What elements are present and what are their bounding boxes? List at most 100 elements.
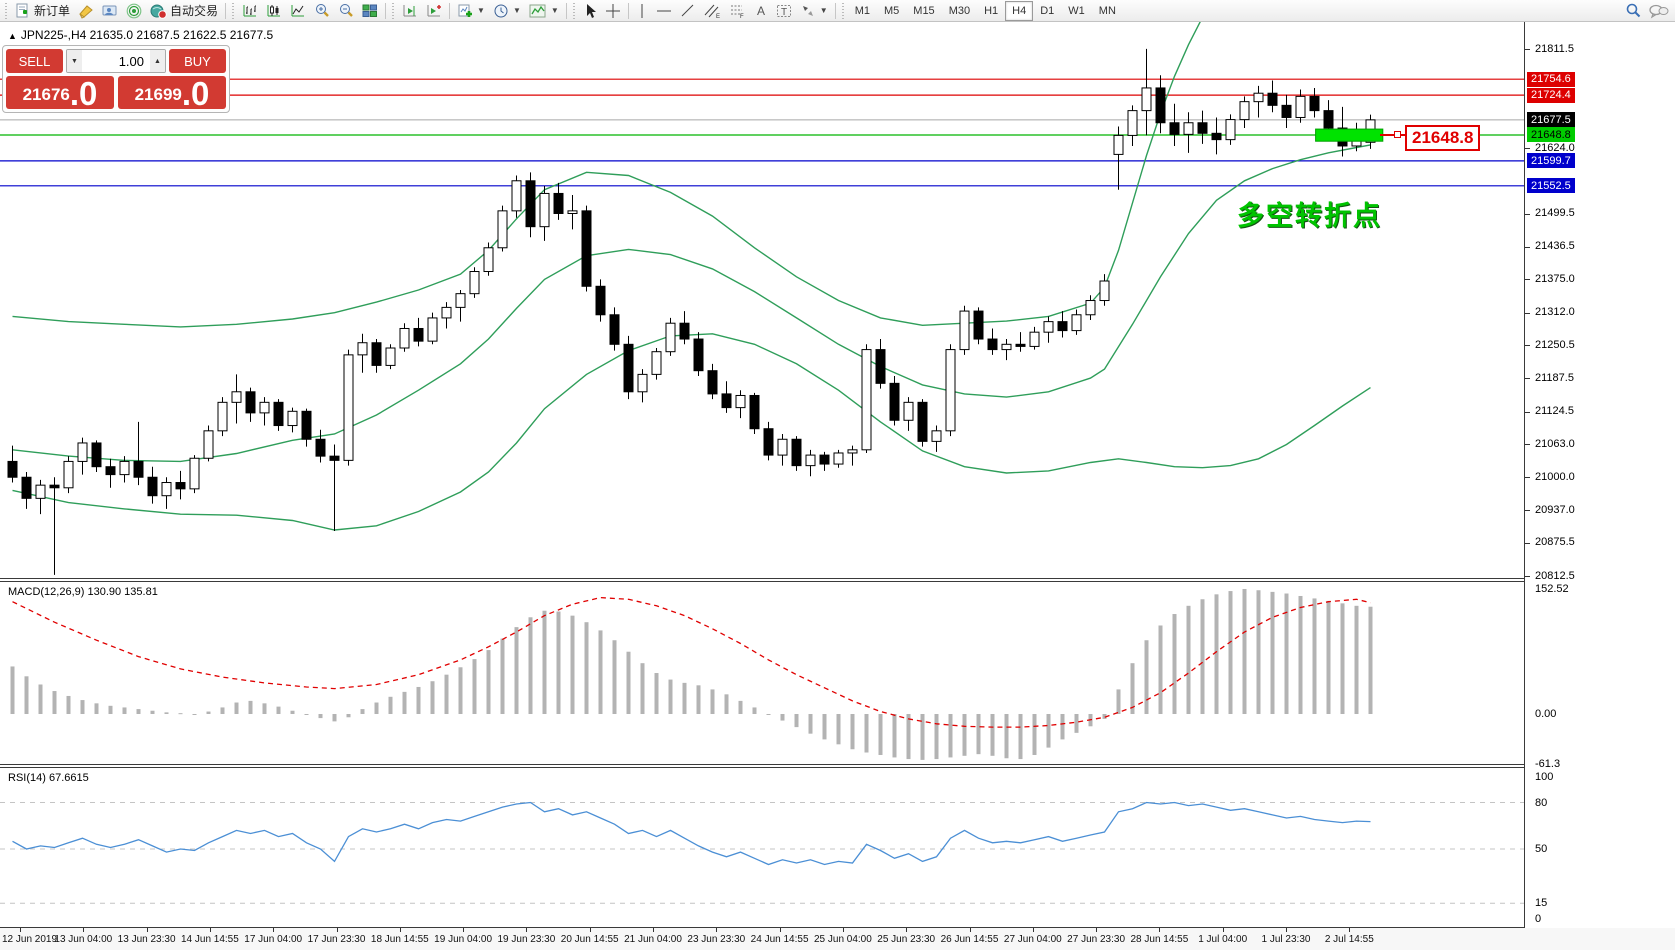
toolbar-grip[interactable] [231, 2, 237, 19]
chat-icon[interactable] [1649, 3, 1669, 19]
callout-anchor-square[interactable] [1394, 131, 1401, 138]
time-axis-label: 25 Jun 23:30 [877, 934, 936, 945]
timeframe-h1[interactable]: H1 [984, 4, 999, 17]
trendline-tool-button[interactable] [676, 1, 700, 21]
toolbar-grip[interactable] [4, 2, 9, 19]
new-order-icon [16, 3, 28, 17]
fibonacci-icon: F [730, 5, 744, 19]
time-axis-tick [463, 928, 465, 932]
signal-button[interactable] [122, 1, 146, 21]
sell-button[interactable]: SELL [6, 49, 63, 73]
toolbar-grip[interactable] [391, 2, 397, 19]
search-icon[interactable] [1625, 3, 1641, 19]
zoom-out-icon [340, 3, 353, 17]
bollinger-lower-line [12, 333, 1371, 531]
chart-shift-button[interactable] [398, 1, 422, 21]
toolbar-grip[interactable] [840, 2, 846, 19]
price-axis-tick-label: 21063.0 [1535, 437, 1575, 450]
sell-price[interactable]: 21676.0 [6, 76, 114, 109]
macd-chart[interactable] [0, 582, 1524, 764]
auto-scroll-button[interactable] [422, 1, 446, 21]
timeframe-d1[interactable]: D1 [1040, 4, 1055, 17]
vertical-line-tool-button[interactable] [632, 1, 652, 21]
arrows-tool-dropdown[interactable]: ▼ [796, 1, 832, 21]
macd-histogram [10, 588, 1373, 760]
time-axis-tick [716, 928, 718, 932]
panel-separator[interactable] [0, 578, 1675, 582]
price-level-badge[interactable]: 21677.5 [1527, 112, 1575, 128]
period-dropdown[interactable]: ▼ [489, 1, 525, 21]
timeframe-w1[interactable]: W1 [1068, 4, 1085, 17]
sell-price-int: 21676 [22, 85, 70, 104]
time-axis-tick [842, 928, 844, 932]
bar-chart-mode-button[interactable] [238, 1, 262, 21]
volume-value[interactable]: 1.00 [118, 53, 144, 69]
time-axis-label: 21 Jun 04:00 [624, 934, 682, 945]
crosshair-tool-button[interactable] [601, 1, 625, 21]
text-tool-button[interactable]: A [750, 1, 772, 21]
auto-trading-button[interactable]: 自动交易 [146, 1, 222, 21]
text-label-tool-button[interactable]: T [772, 1, 796, 21]
timeframe-m15[interactable]: M15 [913, 4, 935, 17]
rsi-chart[interactable] [0, 768, 1524, 927]
candlestick-mode-button[interactable] [262, 1, 286, 21]
macd-panel[interactable] [0, 582, 1524, 764]
candlestick-chart[interactable] [0, 22, 1524, 578]
timeframe-m5[interactable]: M5 [884, 4, 900, 17]
turning-point-annotation[interactable]: 多空转折点 [1237, 201, 1382, 231]
time-axis-label: 17 Jun 23:30 [307, 934, 366, 945]
chevron-down-icon: ▼ [819, 6, 828, 15]
vertical-line-icon [641, 3, 643, 18]
macd-axis-label: 152.52 [1535, 582, 1569, 595]
price-axis-tick-label: 21187.5 [1535, 371, 1574, 384]
timeframe-m30[interactable]: M30 [948, 4, 971, 17]
price-axis-tick-label: 21375.0 [1535, 272, 1575, 285]
line-chart-mode-button[interactable] [286, 1, 310, 21]
chevron-down-icon: ▼ [477, 6, 485, 15]
cursor-tool-button[interactable] [579, 1, 601, 21]
auto-scroll-icon [427, 4, 442, 16]
channel-tool-button[interactable]: E [700, 1, 725, 21]
bar-chart-icon [243, 4, 257, 16]
timeframe-mn[interactable]: MN [1098, 4, 1116, 17]
timeframe-m1[interactable]: M1 [854, 4, 870, 17]
time-axis-label: 1 Jul 04:00 [1198, 934, 1248, 945]
timeframe-h4[interactable]: H4 [1005, 0, 1034, 21]
zoom-in-button[interactable] [310, 1, 334, 21]
rsi-panel[interactable] [0, 768, 1524, 927]
price-chart-panel[interactable] [0, 22, 1524, 578]
chevron-down-icon: ▼ [550, 6, 559, 15]
fibonacci-tool-button[interactable]: F [725, 1, 750, 21]
zoom-out-button[interactable] [334, 1, 358, 21]
price-level-badge[interactable]: 21648.8 [1527, 127, 1575, 143]
price-callout-box[interactable]: 21648.8 [1405, 125, 1481, 151]
buy-button[interactable]: BUY [169, 49, 226, 73]
time-axis-label: 17 Jun 04:00 [244, 934, 303, 945]
indicators-dropdown[interactable]: ▼ [525, 1, 563, 21]
new-order-button[interactable]: 新订单 [11, 1, 74, 21]
new-chart-dropdown[interactable]: ▼ [453, 1, 489, 21]
panel-separator[interactable] [0, 764, 1675, 768]
highlight-zone [1315, 128, 1384, 142]
styler-button[interactable] [74, 1, 98, 21]
symbol-ohlc-text: JPN225-,H4 21635.0 21687.5 21622.5 21677… [20, 28, 274, 42]
collapse-marker-icon[interactable]: ▲ [8, 31, 17, 41]
profile-button[interactable] [98, 1, 122, 21]
price-axis[interactable]: 21811.5 21624.0 21499.5 21436.5 21375.0 21312… [1525, 22, 1675, 928]
price-level-badge[interactable]: 21552.5 [1527, 178, 1575, 194]
price-axis-tick [1525, 345, 1530, 347]
time-axis-label: 25 Jun 04:00 [813, 934, 872, 945]
tile-windows-button[interactable] [358, 1, 382, 21]
time-axis[interactable]: 12 Jun 2019 13 Jun 04:00 13 Jun 23:30 14 Ju… [0, 928, 1675, 950]
buy-price[interactable]: 21699.0 [118, 76, 226, 109]
toolbar-grip[interactable] [571, 2, 577, 19]
price-level-badge[interactable]: 21754.6 [1527, 71, 1575, 87]
price-level-badge[interactable]: 21599.7 [1527, 153, 1575, 169]
volume-increase-button[interactable]: ▲ [150, 50, 165, 72]
horizontal-line-tool-button[interactable] [652, 1, 676, 21]
crayon-icon [79, 4, 93, 19]
price-level-badge[interactable]: 21724.4 [1527, 87, 1575, 103]
volume-decrease-button[interactable]: ▼ [67, 50, 82, 72]
price-axis-divider[interactable] [1524, 22, 1525, 928]
time-axis-tick [399, 928, 401, 932]
